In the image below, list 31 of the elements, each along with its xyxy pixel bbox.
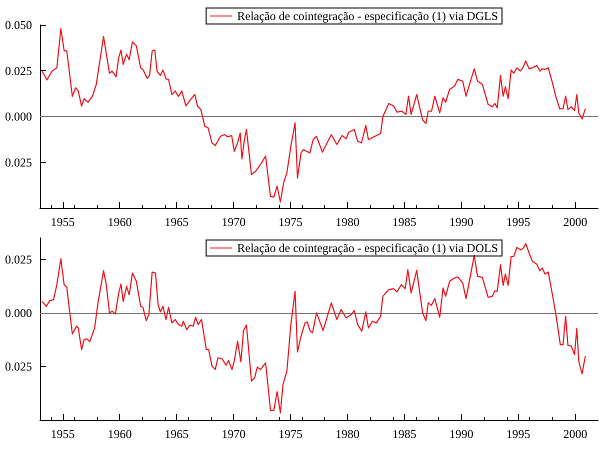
y-tick-label: 0.025 (5, 359, 32, 374)
legend-label: Relação de cointegração - especificação (1) via DOLS (237, 241, 498, 255)
y-tick-label: 0.000 (5, 110, 32, 124)
x-tick-label: 1960 (108, 427, 132, 441)
x-tick-label: 1995 (506, 427, 530, 441)
x-tick-label: 1960 (108, 215, 132, 229)
x-tick-label: 1975 (278, 427, 303, 441)
y-tick-label: 0.050 (5, 18, 32, 32)
x-tick-label: 2000 (563, 215, 588, 229)
x-tick-label: 1965 (164, 215, 189, 229)
x-tick-label: 1990 (449, 427, 474, 441)
x-tick-label: 1985 (392, 427, 416, 441)
line-series (41, 243, 586, 414)
x-tick-label: 2000 (563, 427, 588, 441)
x-tick-label: 1980 (335, 215, 360, 229)
x-tick-label: 1985 (392, 215, 416, 229)
legend-label: Relação de cointegração - especificação (1) via DGLS (237, 9, 498, 23)
x-tick-label: 1955 (50, 427, 75, 441)
y-tick-label: 0.025 (5, 252, 32, 266)
x-tick-label: 1990 (449, 215, 474, 229)
line-series (41, 28, 586, 203)
y-tick-label: 0.025 (5, 64, 32, 78)
y-tick-label: 0.000 (5, 306, 32, 320)
x-tick-label: 1970 (222, 427, 246, 441)
x-tick-label: 1970 (222, 215, 246, 229)
y-tick-label: 0.025 (5, 155, 32, 170)
x-tick-label: 1995 (506, 215, 530, 229)
x-tick-label: 1955 (50, 215, 75, 229)
x-tick-label: 1965 (164, 427, 189, 441)
x-tick-label: 1975 (278, 215, 303, 229)
x-tick-label: 1980 (335, 427, 360, 441)
